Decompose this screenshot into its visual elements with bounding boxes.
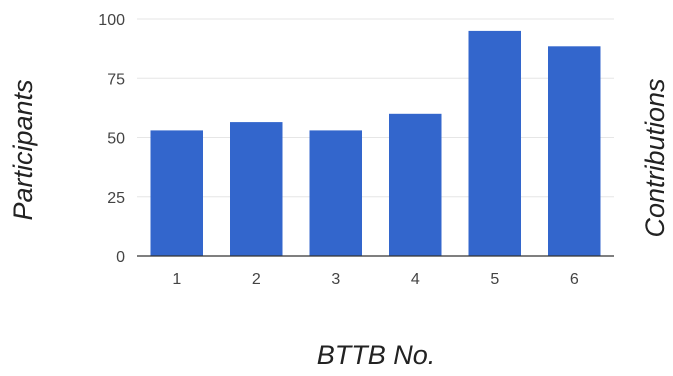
x-tick-labels: 1 2 3 4 5 6	[172, 271, 579, 288]
x-axis-title: BTTB No.	[317, 340, 436, 370]
y-tick-label: 50	[107, 131, 125, 148]
secondary-y-axis-title: Contributions	[640, 78, 670, 237]
x-tick-label: 4	[411, 271, 420, 288]
bar-6	[548, 46, 601, 256]
x-tick-label: 3	[331, 271, 340, 288]
y-tick-label: 25	[107, 190, 125, 207]
bars	[150, 30, 601, 257]
x-tick-label: 6	[570, 271, 579, 288]
y-axis-title: Participants	[8, 79, 38, 220]
bar-3	[309, 130, 362, 256]
x-tick-label: 1	[172, 271, 181, 288]
bar-1	[150, 130, 203, 256]
y-tick-labels: 0 25 50 75 100	[98, 12, 125, 266]
y-tick-label: 100	[98, 12, 125, 29]
bar-2	[230, 122, 283, 256]
bar-5	[468, 30, 521, 257]
bar-4	[389, 113, 442, 256]
y-tick-label: 75	[107, 71, 125, 88]
x-tick-label: 2	[252, 271, 261, 288]
x-tick-label: 5	[490, 271, 499, 288]
gridlines	[137, 18, 614, 198]
y-tick-label: 0	[116, 249, 125, 266]
